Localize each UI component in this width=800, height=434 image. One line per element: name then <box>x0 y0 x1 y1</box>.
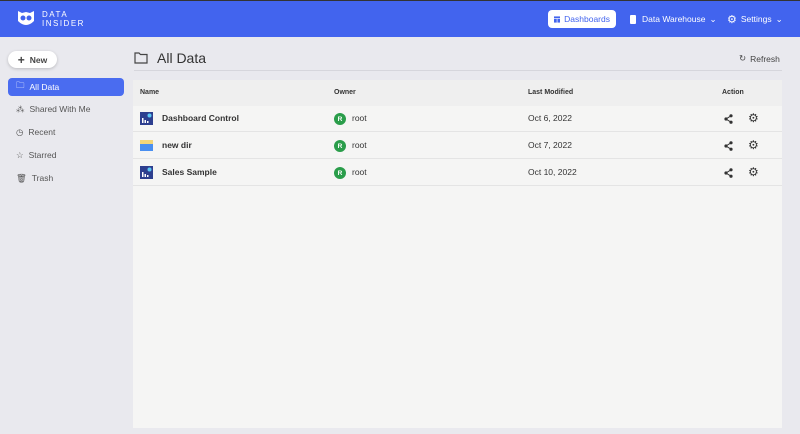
refresh-icon: ↻ <box>739 53 747 63</box>
avatar: R <box>334 113 346 125</box>
logo-line1: DATA <box>42 10 69 19</box>
last-modified: Oct 7, 2022 <box>528 140 572 150</box>
refresh-label: Refresh <box>750 53 780 64</box>
sidebar-item-trash[interactable]: 🗑 Trash <box>8 169 124 187</box>
owner: root <box>352 113 367 123</box>
database-icon <box>630 14 636 24</box>
new-button[interactable]: + New <box>8 51 57 68</box>
logo-line2: INSIDER <box>42 19 85 28</box>
dashboard-icon <box>140 112 153 125</box>
last-modified: Oct 10, 2022 <box>528 167 577 177</box>
top-bar: DATA INSIDER Dashboards Data Warehouse ⌄ … <box>0 0 800 37</box>
chevron-down-icon: ⌄ <box>709 13 717 24</box>
avatar: R <box>334 167 346 179</box>
column-header-action: Action <box>722 89 744 96</box>
item-name[interactable]: Dashboard Control <box>162 113 239 123</box>
nav-label: Data Warehouse <box>642 14 706 24</box>
dashboard-icon <box>554 15 561 23</box>
column-header-owner[interactable]: Owner <box>334 89 356 96</box>
nav-settings[interactable]: ⚙ Settings ⌄ <box>727 10 783 28</box>
divider <box>134 70 782 71</box>
sidebar-item-all-data[interactable]: 🗀 All Data <box>8 78 124 96</box>
share-icon: ⁂ <box>16 103 25 114</box>
owner: root <box>352 167 367 177</box>
share-icon[interactable] <box>724 114 733 124</box>
item-name[interactable]: Sales Sample <box>162 167 217 177</box>
clock-icon: ◷ <box>16 126 24 137</box>
folder-icon: 🗀 <box>16 80 25 90</box>
column-header-last-modified[interactable]: Last Modified <box>528 89 574 96</box>
sidebar-item-label: Shared With Me <box>29 104 91 114</box>
dashboard-icon <box>140 166 153 179</box>
gear-icon[interactable]: ⚙ <box>748 111 759 125</box>
column-header-name[interactable]: Name <box>140 89 160 96</box>
refresh-button[interactable]: ↻ Refresh <box>739 53 780 64</box>
new-label: New <box>29 54 48 65</box>
nav-label: Dashboards <box>564 14 610 24</box>
table-header: Name Owner Last Modified Action <box>133 80 782 106</box>
nav-dashboards[interactable]: Dashboards <box>548 10 616 28</box>
sidebar-item-starred[interactable]: ☆ Starred <box>8 146 124 164</box>
star-icon: ☆ <box>16 149 24 160</box>
logo[interactable]: DATA INSIDER <box>16 9 85 29</box>
page-title: All Data <box>134 50 206 66</box>
gear-icon[interactable]: ⚙ <box>748 138 759 152</box>
data-table: Name Owner Last Modified Action Dashboar… <box>133 80 782 428</box>
gear-icon: ⚙ <box>727 13 737 26</box>
gear-icon[interactable]: ⚙ <box>748 165 759 179</box>
share-icon[interactable] <box>724 168 733 178</box>
folder-icon <box>140 140 153 151</box>
sidebar-item-label: All Data <box>29 82 60 92</box>
sidebar-item-recent[interactable]: ◷ Recent <box>8 123 124 141</box>
trash-icon: 🗑 <box>16 172 27 183</box>
item-name[interactable]: new dir <box>162 140 192 150</box>
nav-data-warehouse[interactable]: Data Warehouse ⌄ <box>629 10 717 28</box>
sidebar-item-label: Starred <box>28 150 57 160</box>
nav-label: Settings <box>740 14 772 24</box>
folder-icon <box>134 52 148 64</box>
share-icon[interactable] <box>724 141 733 151</box>
page-title-text: All Data <box>157 50 207 66</box>
owl-logo-icon <box>18 11 34 25</box>
sidebar-item-label: Recent <box>28 127 56 137</box>
sidebar-item-label: Trash <box>31 173 54 183</box>
chevron-down-icon: ⌄ <box>775 13 783 24</box>
owner: root <box>352 140 367 150</box>
plus-icon: + <box>17 52 25 67</box>
avatar: R <box>334 140 346 152</box>
sidebar-item-shared[interactable]: ⁂ Shared With Me <box>8 100 124 118</box>
last-modified: Oct 6, 2022 <box>528 113 572 123</box>
